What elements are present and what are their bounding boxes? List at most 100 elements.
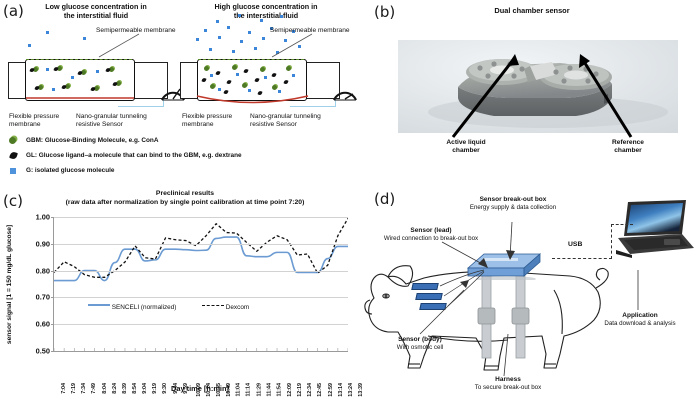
- chart-y-tick: 0.60: [35, 319, 50, 329]
- chart-y-tick: 0.90: [35, 239, 50, 249]
- glucose-molecule-icon: [52, 88, 55, 91]
- chart-y-tickmark: [51, 324, 54, 326]
- gbm-molecule-icon: [57, 66, 62, 71]
- chart-series-svg: [54, 217, 348, 351]
- glucose-molecule-icon: [46, 68, 49, 71]
- chart-y-tickmark: [51, 297, 54, 299]
- glucose-molecule-icon: [204, 29, 207, 32]
- callout-arrow-active-chamber: [451, 54, 519, 138]
- usb-connection-horizontal: [552, 258, 612, 259]
- panel-b-tag: (b): [374, 3, 396, 21]
- sensor-lead-sub: Wired connection to break-out box: [383, 235, 479, 243]
- chart-series-dexcom: [54, 218, 348, 277]
- panel-c-tag: (c): [3, 192, 23, 210]
- readout-gauge-icon: [333, 91, 357, 101]
- chart-gridline: [54, 324, 348, 326]
- glucose-molecule-icon: [218, 36, 221, 39]
- chart-y-tick: 0.50: [35, 346, 50, 356]
- panel-b-callout-left: Active liquid chamber: [428, 139, 504, 155]
- panel-a-right-heading-line1: High glucose concentration in: [214, 2, 318, 11]
- sensor-body-sub: With osmotic cell: [396, 344, 444, 352]
- glucose-molecule-icon: [280, 15, 283, 18]
- gbm-molecule-icon: [9, 137, 16, 144]
- y-axis-label-text: sensor signal [1 = 150 mg/dL glucose]: [6, 224, 14, 344]
- legend-label-dexcom: Dexcom: [225, 304, 250, 311]
- legend-gbm-label: GBM: Glucose-Binding Molecule, e.g. ConA: [26, 137, 159, 144]
- ngtr-sensor-label-right: Nano-granular tunneling resistive Sensor: [250, 113, 345, 129]
- gbm-molecule-icon: [65, 84, 70, 89]
- chart-legend: SENCELI (normalized) Dexcom: [88, 304, 249, 311]
- usb-connection-vertical: [611, 224, 612, 259]
- ngtr-label-l1: Nano-granular tunneling: [76, 113, 147, 120]
- gbm-molecule-icon: [33, 67, 38, 72]
- glucose-molecule-icon: [238, 14, 241, 17]
- gl-ligand-icon: [9, 151, 18, 160]
- panel-b-title: Dual chamber sensor: [494, 6, 570, 15]
- usb-label: USB: [568, 241, 583, 248]
- sensor-render-image: [398, 40, 678, 133]
- panel-a-working-principle: (a) Low glucose concentration in the int…: [0, 0, 357, 186]
- chart-series-senceli: [54, 237, 348, 280]
- sensor-wire: [118, 98, 164, 107]
- harness-title: Harness: [495, 376, 521, 383]
- flex-label-r1: Flexible pressure: [182, 113, 233, 120]
- legend-label-senceli: SENCELI (normalized): [111, 304, 177, 311]
- panel-b-dual-chamber-sensor: (b) Dual chamber sensor: [352, 0, 700, 186]
- semipermeable-membrane-line: [26, 59, 132, 60]
- chart-plot-area: 0.50 0.60 0.70 0.80 0.90 1.00: [36, 213, 348, 356]
- glucose-molecule-icon: [262, 37, 265, 40]
- glucose-molecule-icon: [298, 45, 301, 48]
- glucose-molecule-icon: [210, 74, 213, 77]
- flexible-pressure-membrane: [196, 95, 309, 104]
- panel-a-right-heading: High glucose concentration in the inters…: [196, 2, 336, 21]
- callout-right-l2: chamber: [614, 146, 642, 154]
- panel-a-membrane-label-left: Semipermeable membrane: [96, 27, 176, 34]
- ngtr-label-r2: resistive Sensor: [250, 120, 297, 128]
- panel-d-invivo-setup: (d): [352, 186, 700, 405]
- flexible-pressure-membrane: [26, 97, 134, 99]
- panel-d-tag: (d): [374, 190, 396, 208]
- callout-left-l1: Active liquid: [446, 139, 486, 146]
- membrane-leader-right: [271, 33, 313, 58]
- ngtr-sensor-label-left: Nano-granular tunneling resistive Sensor: [76, 113, 166, 129]
- flex-label-l1: Flexible pressure: [9, 113, 60, 120]
- chart-y-tickmark: [51, 351, 54, 352]
- glucose-molecule-icon: [264, 76, 267, 79]
- glucose-molecule-icon: [284, 39, 287, 42]
- chart-y-tick: 1.00: [35, 212, 50, 222]
- callout-arrow-reference-chamber: [579, 54, 633, 138]
- panel-b-callout-right: Reference chamber: [590, 139, 666, 155]
- pig-outline-drawing: [364, 265, 609, 371]
- panel-a-left-heading-line1: Low glucose concentration in: [45, 2, 147, 11]
- sensor-lead-title: Sensor (lead): [410, 227, 452, 234]
- sensor-diagram-low-glucose: [8, 31, 185, 110]
- panel-d-leader-lines: [419, 221, 639, 377]
- glucose-molecule-icon: [248, 89, 251, 92]
- membrane-leader-left: [98, 33, 140, 58]
- chart-gridline: [54, 270, 348, 272]
- glucose-molecule-icon: [292, 74, 295, 77]
- flex-label-r2: membrane: [182, 120, 214, 128]
- label-application: Application Data download & analysis: [584, 312, 696, 328]
- glucose-molecule-icon: [209, 48, 212, 51]
- glucose-molecule-icon: [240, 40, 243, 43]
- glucose-molecule-icon: [276, 51, 279, 54]
- panel-a-left-heading: Low glucose concentration in the interst…: [28, 2, 164, 21]
- label-sensor-body: Sensor (body) With osmotic cell: [366, 336, 474, 352]
- chart-y-tickmark: [51, 243, 54, 245]
- chart-gridline: [54, 243, 348, 245]
- chart-gridline: [54, 217, 348, 218]
- gbm-molecule-icon: [38, 85, 43, 90]
- break-out-box-sub: Energy supply & data collection: [469, 204, 557, 212]
- panel-a-tag: (a): [3, 2, 24, 20]
- gbm-molecule-icon: [232, 65, 237, 70]
- chart-title: Preclinical results: [155, 190, 215, 197]
- sensor-diagram-high-glucose: [180, 14, 357, 110]
- flex-label-l2: membrane: [9, 120, 41, 128]
- gbm-molecule-icon: [109, 67, 114, 72]
- glucose-molecule-icon: [46, 31, 49, 34]
- glucose-molecule-icon: [260, 19, 263, 22]
- chart-subtitle: (raw data after normalization by single …: [65, 199, 305, 207]
- label-sensor-lead: Sensor (lead) Wired connection to break-…: [358, 227, 504, 243]
- glucose-molecule-icon: [278, 90, 281, 93]
